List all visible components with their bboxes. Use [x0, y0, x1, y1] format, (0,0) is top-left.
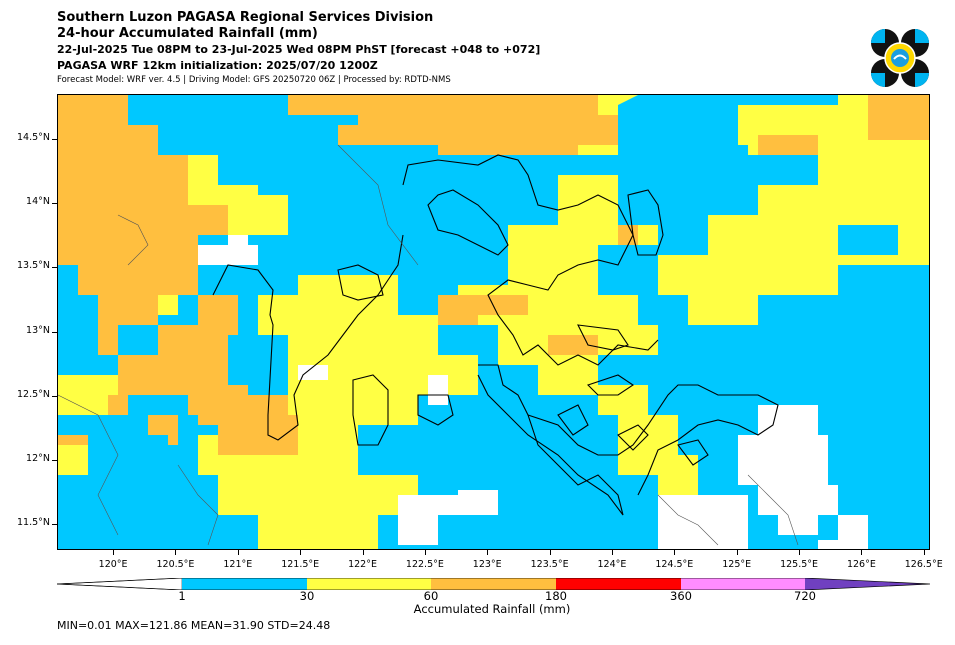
forecast-period: 22-Jul-2025 Tue 08PM to 23-Jul-2025 Wed … [57, 43, 541, 56]
white-zone [838, 515, 868, 545]
longitude-tick-label: 123°E [472, 559, 502, 570]
longitude-tick-label: 124°E [597, 559, 627, 570]
white-zone [738, 405, 838, 535]
coastlines [212, 154, 779, 516]
white-zone [658, 495, 748, 549]
longitude-tick-label: 120°E [98, 559, 128, 570]
colorbar-label: Accumulated Rainfall (mm) [413, 602, 571, 616]
rainfall-map [57, 94, 930, 550]
blue-zone [838, 225, 898, 255]
colorbar-tick-360: 360 [670, 589, 692, 603]
colorbar-segment-60-180 [431, 578, 556, 590]
orange-zone [868, 95, 929, 140]
colorbar-tick-720: 720 [794, 589, 816, 603]
colorbar-tick-30: 30 [299, 589, 315, 603]
latitude-tick-mark [52, 460, 57, 462]
white-zone [818, 540, 868, 549]
colorbar [57, 578, 930, 590]
longitude-tick-label: 120.5°E [156, 559, 195, 570]
model-info: Forecast Model: WRF ver. 4.5 | Driving M… [57, 75, 451, 85]
longitude-tick-label: 126°E [846, 559, 876, 570]
boundaries [58, 144, 799, 546]
latitude-tick-mark [52, 267, 57, 269]
orange-zone [198, 385, 233, 425]
longitude-tick-mark [424, 550, 426, 555]
colorbar-segment-1-30 [182, 578, 307, 590]
latitude-tick-label: 11.5°N [16, 517, 50, 529]
longitude-tick-label: 122°E [348, 559, 377, 570]
white-zone [228, 235, 248, 250]
blue-zone [728, 145, 748, 160]
latitude-tick-label: 14°N [26, 196, 50, 208]
white-zone [298, 365, 328, 380]
yellow-zone [188, 155, 288, 235]
blue-zone [238, 95, 288, 115]
latitude-tick-mark [52, 524, 57, 526]
longitude-tick-mark [175, 550, 177, 555]
latitude-tick-mark [52, 203, 57, 205]
blue-zone [618, 175, 758, 225]
colorbar-segment-360-720 [681, 578, 805, 590]
longitude-tick-mark [300, 550, 302, 555]
longitude-tick-mark [736, 550, 738, 555]
longitude-tick-mark [362, 550, 364, 555]
latitude-tick-label: 13.5°N [16, 260, 50, 272]
longitude-tick-mark [674, 550, 676, 555]
colorbar-segment-180-360 [556, 578, 681, 590]
longitude-tick-mark [549, 550, 551, 555]
colorbar-tick-1: 1 [178, 589, 186, 603]
latitude-tick-label: 12.5°N [16, 388, 50, 400]
longitude-tick-mark [487, 550, 489, 555]
white-zone [428, 375, 448, 405]
model-initialization: PAGASA WRF 12km initialization: 2025/07/… [57, 59, 378, 72]
longitude-tick-label: 121.5°E [281, 559, 320, 570]
longitude-tick-label: 123.5°E [530, 559, 569, 570]
white-zone [458, 490, 498, 515]
longitude-tick-label: 121°E [223, 559, 253, 570]
colorbar-above-max [805, 578, 930, 590]
longitude-tick-mark [113, 550, 115, 555]
latitude-tick-mark [52, 138, 57, 140]
longitude-tick-mark [861, 550, 863, 555]
orange-zone [338, 125, 478, 155]
colorbar-segment-30-60 [307, 578, 431, 590]
latitude-tick-mark [52, 331, 57, 333]
blue-zone [218, 155, 258, 185]
orange-zone [58, 95, 228, 355]
yellow-zone [618, 415, 698, 495]
orange-zone [758, 135, 818, 155]
blue-zone [158, 95, 188, 135]
orange-zone [438, 295, 528, 325]
map-title: Southern Luzon PAGASA Regional Services … [57, 10, 434, 25]
longitude-tick-label: 125°E [722, 559, 752, 570]
longitude-tick-mark [799, 550, 801, 555]
latitude-tick-mark [52, 395, 57, 397]
orange-zone [618, 225, 638, 245]
statistics: MIN=0.01 MAX=121.86 MEAN=31.90 STD=24.48 [57, 619, 331, 632]
orange-zone [228, 395, 288, 455]
colorbar-tick-180: 180 [545, 589, 567, 603]
longitude-tick-label: 125.5°E [780, 559, 819, 570]
rainfall-grid [58, 95, 929, 549]
latitude-tick-label: 13°N [26, 324, 50, 336]
blue-zone [678, 95, 838, 105]
latitude-tick-label: 12°N [26, 453, 50, 465]
longitude-tick-label: 122.5°E [405, 559, 444, 570]
pagasa-logo-icon [871, 29, 929, 87]
longitude-tick-label: 126.5°E [904, 559, 943, 570]
colorbar-tick-60: 60 [423, 589, 439, 603]
longitude-tick-mark [611, 550, 613, 555]
latitude-tick-label: 14.5°N [16, 131, 50, 143]
longitude-tick-label: 124.5°E [655, 559, 694, 570]
yellow-zone [198, 275, 478, 549]
longitude-tick-mark [237, 550, 239, 555]
longitude-tick-mark [923, 550, 925, 555]
blue-zone [88, 435, 168, 495]
map-subtitle: 24-hour Accumulated Rainfall (mm) [57, 26, 318, 41]
